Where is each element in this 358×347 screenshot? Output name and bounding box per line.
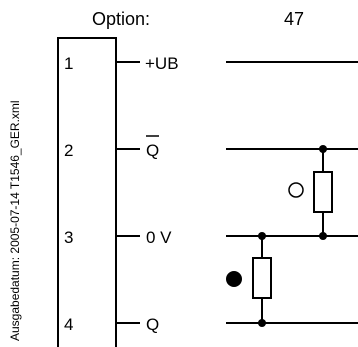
lower-resistor	[252, 257, 272, 299]
document-info-text: Ausgabedatum: 2005-07-14 T1546_GER.xml	[8, 100, 22, 341]
hollow-circle-icon	[288, 182, 304, 198]
terminal-number-2: 2	[64, 141, 73, 160]
terminal-number-4: 4	[64, 315, 73, 334]
option-label: Option:	[92, 9, 150, 29]
terminal-block	[57, 37, 117, 347]
junction-dot	[319, 232, 327, 240]
terminal-number-3: 3	[64, 228, 73, 247]
junction-dot	[258, 319, 266, 327]
terminal-label-0v: 0 V	[146, 228, 172, 247]
upper-resistor	[313, 171, 333, 213]
filled-circle-icon	[226, 271, 242, 287]
junction-dot	[319, 145, 327, 153]
terminal-label-ub: +UB	[145, 54, 179, 73]
terminal-label-q-inverted: Q	[146, 141, 159, 160]
terminal-label-q: Q	[146, 315, 159, 334]
terminal-number-1: 1	[64, 54, 73, 73]
option-value: 47	[284, 9, 304, 29]
junction-dot	[258, 232, 266, 240]
